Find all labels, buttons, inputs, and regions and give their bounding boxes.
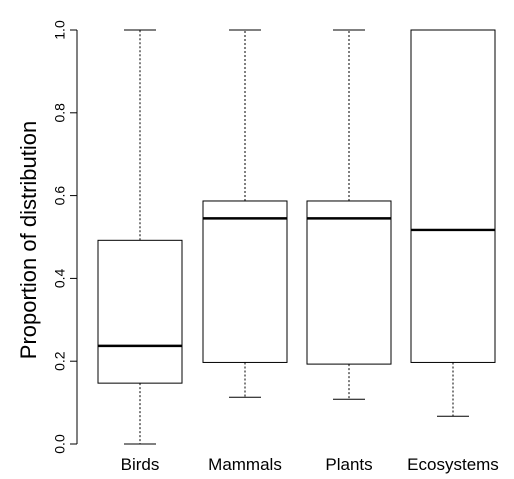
x-tick-label-mammals: Mammals	[208, 455, 282, 474]
box-birds	[97, 29, 183, 445]
y-tick-label-1: 0.2	[52, 351, 68, 371]
x-tick-labels: Birds Mammals Plants Ecosystems	[121, 455, 499, 474]
y-tick-label-3: 0.6	[52, 186, 68, 206]
y-ticks: 0.0 0.2 0.4 0.6 0.8 1.0	[52, 20, 77, 454]
y-tick-label-0: 0.0	[52, 434, 68, 454]
x-tick-label-plants: Plants	[325, 455, 372, 474]
y-axis-label: Proportion of distribution	[16, 121, 41, 359]
box-mammals	[202, 29, 288, 398]
iqr-box-ecosystems	[410, 29, 496, 363]
x-tick-label-ecosystems: Ecosystems	[407, 455, 499, 474]
y-tick-label-2: 0.4	[52, 268, 68, 288]
y-tick-label-5: 1.0	[52, 20, 68, 40]
iqr-box-mammals	[202, 200, 288, 363]
y-tick-label-4: 0.8	[52, 103, 68, 123]
iqr-box-birds	[97, 239, 183, 384]
box-plants	[306, 29, 392, 400]
iqr-box-plants	[306, 200, 392, 365]
box-ecosystems	[410, 29, 496, 417]
x-tick-label-birds: Birds	[121, 455, 160, 474]
boxes-group	[97, 29, 496, 445]
